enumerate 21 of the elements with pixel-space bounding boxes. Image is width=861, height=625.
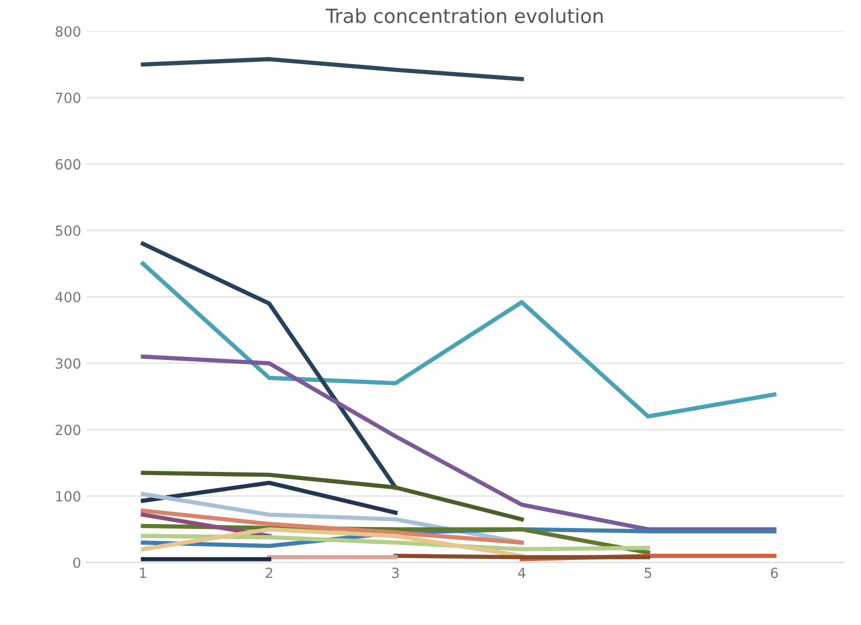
x-tick-label: 4 [518, 568, 526, 578]
x-tick-label: 1 [140, 568, 146, 578]
x-tick-label: 3 [392, 568, 399, 578]
line-series [140, 470, 524, 522]
line-series [140, 527, 524, 558]
y-tick-label: 800 [56, 26, 80, 37]
line-series [140, 57, 524, 82]
y-tick-label: 400 [55, 292, 80, 302]
line-series [140, 508, 524, 545]
y-tick-label: 300 [56, 358, 80, 369]
y-tick-label: 700 [56, 92, 80, 104]
y-tick-label: 200 [56, 424, 80, 436]
y-tick-label: 600 [56, 159, 80, 170]
x-tick-label: 6 [770, 568, 778, 578]
y-tick-label: 0 [73, 557, 80, 568]
x-tick-label: 2 [266, 568, 272, 578]
x-tick-label: 5 [644, 568, 652, 578]
line-series [140, 262, 776, 418]
y-tick-label: 500 [56, 225, 80, 236]
y-tick-label: 100 [56, 491, 80, 502]
chart-title: Trab concentration evolution [326, 8, 603, 24]
